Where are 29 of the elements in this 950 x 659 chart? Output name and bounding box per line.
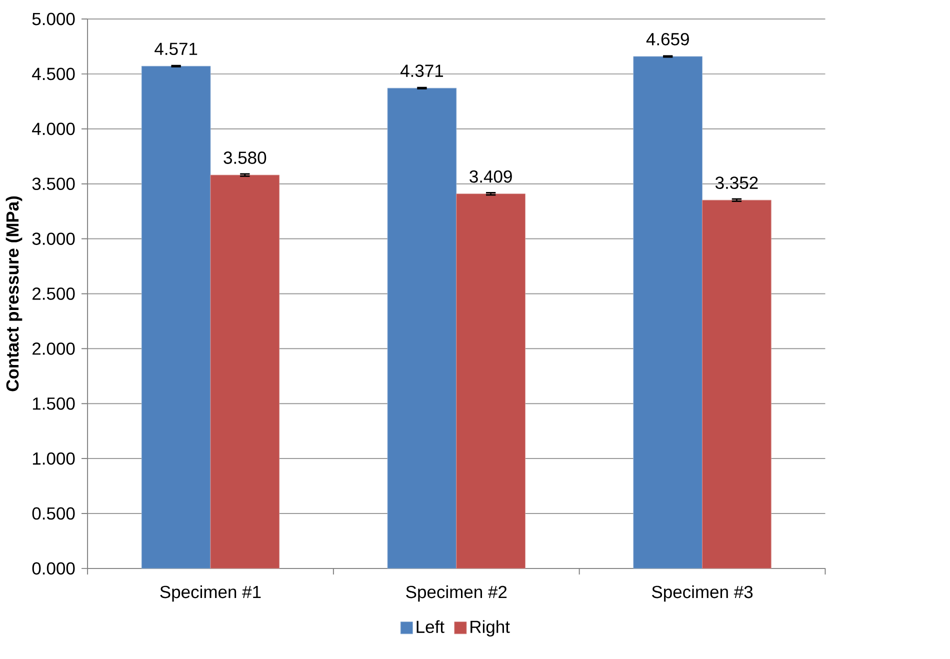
- data-label: 3.409: [470, 170, 512, 183]
- bar: [633, 56, 703, 569]
- y-tick-label: 3.500: [32, 178, 75, 190]
- data-label: 3.580: [224, 152, 266, 164]
- y-tick-label: 1.500: [32, 397, 75, 410]
- bar: [456, 194, 526, 569]
- y-tick-label: 4.000: [32, 122, 75, 136]
- x-tick-label: Specimen #2: [406, 585, 507, 602]
- legend-label: Left: [416, 620, 444, 634]
- y-axis-title: Contact pressure (MPa): [6, 196, 22, 392]
- y-tick-label: 4.500: [32, 68, 75, 80]
- data-label: 3.352: [715, 176, 758, 190]
- x-tick-label: Specimen #3: [652, 585, 753, 602]
- y-tick-label: 1.000: [32, 452, 75, 465]
- x-tick-label: Specimen #1: [160, 585, 261, 602]
- bar: [702, 200, 772, 569]
- y-tick-label: 0.500: [32, 507, 75, 520]
- data-label: 4.659: [646, 33, 689, 46]
- data-label: 4.571: [154, 42, 198, 56]
- y-tick-label: 3.000: [32, 232, 75, 245]
- y-tick-label: 0.000: [32, 562, 75, 575]
- y-tick-label: 2.000: [32, 342, 75, 355]
- data-label: 4.371: [400, 64, 443, 78]
- bar: [141, 66, 211, 569]
- bar: [210, 174, 280, 569]
- bar: [387, 88, 457, 569]
- y-tick-label: 2.500: [32, 288, 75, 300]
- y-tick-label: 5.000: [32, 12, 75, 26]
- legend-label: Right: [470, 620, 510, 637]
